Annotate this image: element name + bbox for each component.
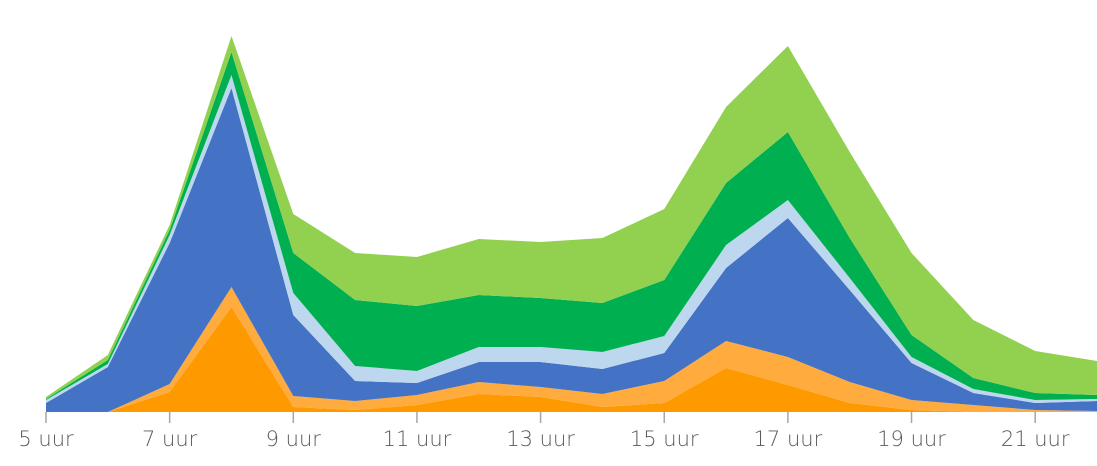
area xyxy=(46,36,1097,399)
area xyxy=(46,307,1097,412)
x-tick-label: 5 uur xyxy=(18,427,74,451)
x-tick-label: 15 uur xyxy=(630,427,699,451)
x-tick-label: 7 uur xyxy=(142,427,198,451)
x-tick-label: 19 uur xyxy=(877,427,946,451)
x-tick-label: 13 uur xyxy=(506,427,575,451)
area xyxy=(46,88,1097,412)
area xyxy=(46,75,1097,403)
x-tick-label: 17 uur xyxy=(754,427,823,451)
area xyxy=(46,287,1097,412)
x-tick-label: 11 uur xyxy=(383,427,452,451)
x-tick-label: 21 uur xyxy=(1001,427,1070,451)
x-tick-label: 9 uur xyxy=(266,427,322,451)
area xyxy=(46,52,1097,400)
